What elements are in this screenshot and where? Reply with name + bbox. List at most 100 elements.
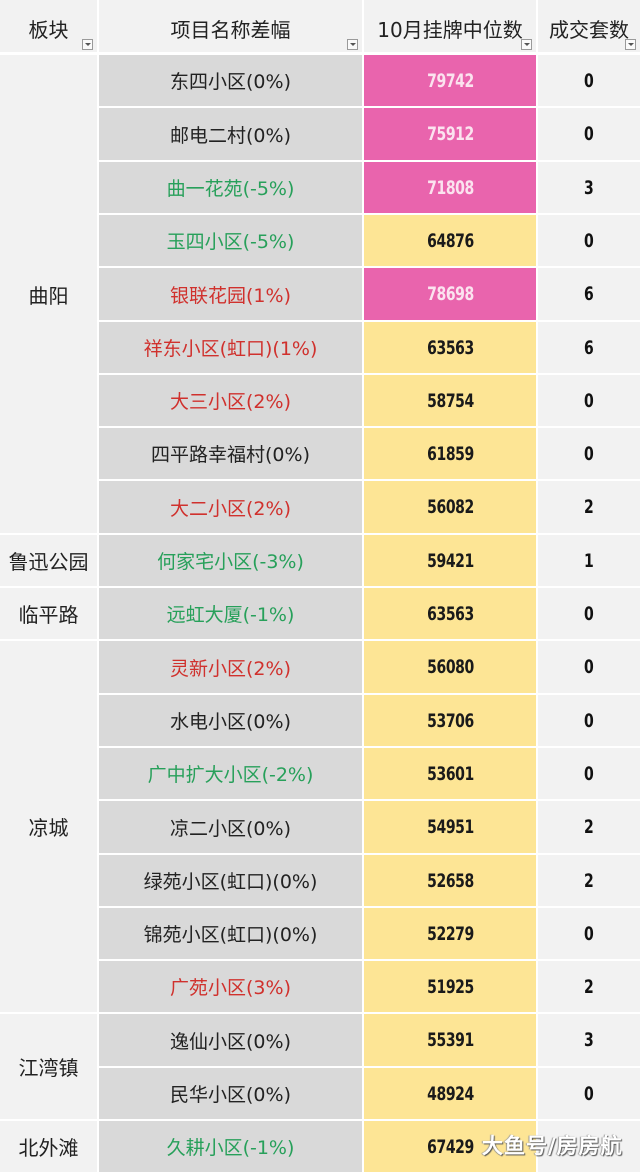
median-price-cell[interactable]: 53706	[364, 695, 536, 746]
project-name-cell[interactable]: 邮电二村(0%)	[99, 108, 362, 160]
dropdown-filter-icon[interactable]	[521, 39, 532, 50]
deals-count-cell[interactable]: 3	[538, 162, 640, 213]
deals-count-value: 0	[584, 389, 594, 412]
deals-count-value: 0	[584, 1082, 594, 1105]
median-price-cell[interactable]: 56082	[364, 481, 536, 533]
sector-cell[interactable]: 曲阳	[0, 55, 97, 533]
median-price-value: 56080	[426, 656, 474, 678]
project-name-cell[interactable]: 灵新小区(2%)	[99, 641, 362, 693]
deals-count-cell[interactable]: 6	[538, 268, 640, 320]
deals-count-value: 0	[584, 602, 594, 625]
project-name-cell[interactable]: 久耕小区(-1%)	[99, 1121, 362, 1172]
deals-count-cell[interactable]: 0	[538, 428, 640, 479]
deals-count-cell[interactable]: 0	[538, 108, 640, 160]
deals-count-cell[interactable]: 2	[538, 481, 640, 533]
median-price-cell[interactable]: 48924	[364, 1068, 536, 1119]
project-name-cell[interactable]: 祥东小区(虹口)(1%)	[99, 322, 362, 373]
deals-count-cell[interactable]: 2	[538, 961, 640, 1012]
deals-count-value: 2	[584, 816, 594, 838]
sector-cell[interactable]: 江湾镇	[0, 1014, 97, 1119]
deals-count-cell[interactable]: 0	[538, 55, 640, 106]
median-price-value: 67429	[426, 1135, 474, 1158]
deals-count-cell[interactable]: 1	[538, 535, 640, 586]
median-price-cell[interactable]: 75912	[364, 108, 536, 160]
project-name-cell[interactable]: 逸仙小区(0%)	[99, 1014, 362, 1066]
median-price-value: 55391	[426, 1029, 474, 1051]
median-price-cell[interactable]: 51925	[364, 961, 536, 1012]
median-price-value: 64876	[426, 229, 474, 252]
project-name-cell[interactable]: 何家宅小区(-3%)	[99, 535, 362, 586]
deals-count-value: 2	[584, 869, 594, 892]
median-price-value: 63563	[426, 602, 474, 625]
median-price-cell[interactable]: 58754	[364, 375, 536, 426]
median-price-cell[interactable]: 67429	[364, 1121, 536, 1172]
deals-count-value: 3	[584, 176, 594, 199]
median-price-cell[interactable]: 53601	[364, 748, 536, 799]
median-price-value: 61859	[426, 442, 474, 465]
median-price-cell[interactable]: 55391	[364, 1014, 536, 1066]
median-price-cell[interactable]: 78698	[364, 268, 536, 320]
deals-count-cell[interactable]: 0	[538, 215, 640, 266]
median-price-cell[interactable]: 63563	[364, 588, 536, 639]
deals-count-cell[interactable]: 2	[538, 801, 640, 853]
deals-count-value: 6	[584, 336, 594, 359]
median-price-cell[interactable]: 52658	[364, 855, 536, 906]
project-name-cell[interactable]: 广中扩大小区(-2%)	[99, 748, 362, 799]
median-price-value: 53706	[426, 709, 474, 732]
median-price-cell[interactable]: 56080	[364, 641, 536, 693]
deals-count-cell[interactable]: 0	[538, 748, 640, 799]
deals-count-cell[interactable]: 0	[538, 1068, 640, 1119]
deals-count-value: 6	[584, 283, 594, 305]
sector-cell[interactable]: 北外滩	[0, 1121, 97, 1172]
project-name-cell[interactable]: 玉四小区(-5%)	[99, 215, 362, 266]
deals-count-cell[interactable]: 2	[538, 855, 640, 906]
header-deals-label: 成交套数	[549, 17, 629, 42]
deals-count-value: 0	[584, 69, 594, 92]
median-price-cell[interactable]: 61859	[364, 428, 536, 479]
median-price-cell[interactable]: 79742	[364, 55, 536, 106]
deals-count-cell[interactable]: 0	[538, 641, 640, 693]
deals-count-cell[interactable]: 0	[538, 375, 640, 426]
project-name-cell[interactable]: 水电小区(0%)	[99, 695, 362, 746]
deals-count-cell[interactable]: 0	[538, 588, 640, 639]
sector-cell[interactable]: 凉城	[0, 641, 97, 1012]
sector-cell[interactable]: 鲁迅公园	[0, 535, 97, 586]
header-sector: 板块	[0, 0, 97, 52]
project-name-cell[interactable]: 东四小区(0%)	[99, 55, 362, 106]
median-price-cell[interactable]: 52279	[364, 908, 536, 959]
deals-count-cell[interactable]: 0	[538, 695, 640, 746]
deals-count-value: 0	[584, 922, 594, 945]
project-name-cell[interactable]: 锦苑小区(虹口)(0%)	[99, 908, 362, 959]
dropdown-filter-icon[interactable]	[625, 39, 636, 50]
median-price-cell[interactable]: 71808	[364, 162, 536, 213]
project-name-cell[interactable]: 凉二小区(0%)	[99, 801, 362, 853]
median-price-cell[interactable]: 64876	[364, 215, 536, 266]
deals-count-value: 3	[584, 1029, 594, 1051]
project-name-cell[interactable]: 四平路幸福村(0%)	[99, 428, 362, 479]
deals-count-cell[interactable]: 3	[538, 1014, 640, 1066]
deals-count-cell[interactable]: 0	[538, 908, 640, 959]
dropdown-filter-icon[interactable]	[82, 39, 93, 50]
project-name-cell[interactable]: 远虹大厦(-1%)	[99, 588, 362, 639]
project-name-cell[interactable]: 民华小区(0%)	[99, 1068, 362, 1119]
median-price-cell[interactable]: 59421	[364, 535, 536, 586]
median-price-value: 53601	[426, 762, 474, 785]
deals-count-value: 1	[584, 549, 594, 572]
median-price-value: 52279	[426, 922, 474, 945]
median-price-cell[interactable]: 63563	[364, 322, 536, 373]
deals-count-value: 0	[584, 709, 594, 732]
project-name-cell[interactable]: 银联花园(1%)	[99, 268, 362, 320]
dropdown-filter-icon[interactable]	[347, 39, 358, 50]
deals-count-cell[interactable]	[538, 1121, 640, 1172]
median-price-cell[interactable]: 54951	[364, 801, 536, 853]
header-name: 项目名称差幅	[99, 0, 362, 52]
sector-cell[interactable]: 临平路	[0, 588, 97, 639]
project-name-cell[interactable]: 绿苑小区(虹口)(0%)	[99, 855, 362, 906]
deals-count-value: 0	[584, 123, 594, 145]
median-price-value: 56082	[426, 496, 474, 518]
project-name-cell[interactable]: 曲一花苑(-5%)	[99, 162, 362, 213]
project-name-cell[interactable]: 大三小区(2%)	[99, 375, 362, 426]
project-name-cell[interactable]: 广苑小区(3%)	[99, 961, 362, 1012]
project-name-cell[interactable]: 大二小区(2%)	[99, 481, 362, 533]
deals-count-cell[interactable]: 6	[538, 322, 640, 373]
